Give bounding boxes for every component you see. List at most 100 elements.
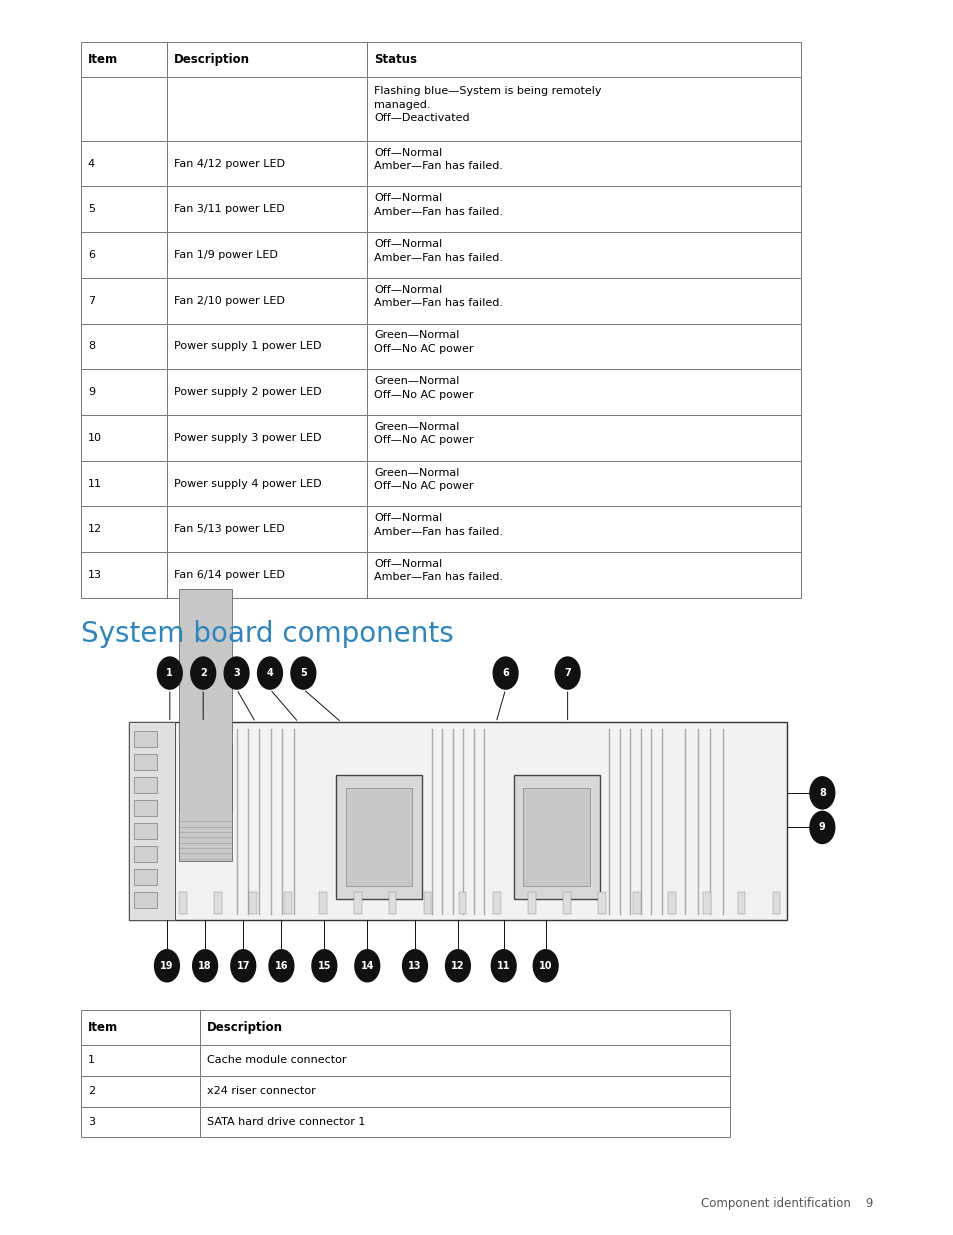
Text: 14: 14 <box>360 961 374 971</box>
Text: Item: Item <box>88 1021 118 1034</box>
Text: Off—Normal
Amber—Fan has failed.: Off—Normal Amber—Fan has failed. <box>374 194 502 217</box>
Circle shape <box>257 657 282 689</box>
Text: 11: 11 <box>88 478 102 489</box>
Bar <box>81 1010 200 1045</box>
Circle shape <box>809 777 834 809</box>
Bar <box>133 777 157 793</box>
Bar <box>167 461 367 506</box>
Text: 7: 7 <box>563 668 571 678</box>
Bar <box>528 892 536 914</box>
Bar <box>167 42 367 77</box>
Text: 10: 10 <box>538 961 552 971</box>
Bar <box>354 892 361 914</box>
Circle shape <box>555 657 579 689</box>
Bar <box>81 42 167 77</box>
Bar <box>367 278 801 324</box>
Bar <box>737 892 744 914</box>
Text: Power supply 3 power LED: Power supply 3 power LED <box>173 432 321 443</box>
Bar <box>367 369 801 415</box>
Bar <box>81 278 167 324</box>
Bar <box>200 1010 729 1045</box>
Bar <box>772 892 780 914</box>
Bar <box>167 369 367 415</box>
Bar <box>367 141 801 186</box>
Text: 5: 5 <box>299 668 307 678</box>
Text: 11: 11 <box>497 961 510 971</box>
Text: Power supply 4 power LED: Power supply 4 power LED <box>173 478 321 489</box>
Bar <box>129 722 174 920</box>
Bar <box>423 892 431 914</box>
Text: 6: 6 <box>88 249 94 261</box>
Bar <box>458 892 466 914</box>
Bar <box>562 892 570 914</box>
Text: 2: 2 <box>199 668 207 678</box>
Text: 5: 5 <box>88 204 94 215</box>
Bar <box>133 755 157 771</box>
Bar <box>522 788 589 887</box>
Circle shape <box>355 950 379 982</box>
Text: Fan 1/9 power LED: Fan 1/9 power LED <box>173 249 277 261</box>
Text: 8: 8 <box>88 341 94 352</box>
Bar <box>81 369 167 415</box>
Bar <box>367 186 801 232</box>
Circle shape <box>231 950 255 982</box>
Circle shape <box>312 950 336 982</box>
Bar <box>367 77 801 141</box>
Text: Status: Status <box>374 53 416 65</box>
Bar <box>335 776 421 899</box>
Text: 18: 18 <box>198 961 212 971</box>
Bar <box>513 776 598 899</box>
Bar <box>81 461 167 506</box>
Text: 1: 1 <box>88 1055 94 1066</box>
Bar <box>214 892 222 914</box>
Text: Power supply 2 power LED: Power supply 2 power LED <box>173 387 321 398</box>
Bar <box>702 892 710 914</box>
Bar <box>133 823 157 839</box>
Text: x24 riser connector: x24 riser connector <box>207 1086 315 1097</box>
Text: Fan 4/12 power LED: Fan 4/12 power LED <box>173 158 284 169</box>
Bar <box>167 324 367 369</box>
Circle shape <box>224 657 249 689</box>
Circle shape <box>193 950 217 982</box>
Text: Green—Normal
Off—No AC power: Green—Normal Off—No AC power <box>374 377 473 400</box>
Text: 3: 3 <box>233 668 240 678</box>
Bar <box>133 892 157 908</box>
Bar <box>367 42 801 77</box>
Text: SATA hard drive connector 1: SATA hard drive connector 1 <box>207 1116 365 1128</box>
Text: 17: 17 <box>236 961 250 971</box>
Bar <box>81 232 167 278</box>
Text: Description: Description <box>173 53 250 65</box>
Bar <box>284 892 292 914</box>
Bar <box>249 892 256 914</box>
Text: Off—Normal
Amber—Fan has failed.: Off—Normal Amber—Fan has failed. <box>374 514 502 537</box>
Bar <box>167 186 367 232</box>
Text: Description: Description <box>207 1021 283 1034</box>
Bar <box>167 506 367 552</box>
Bar <box>598 892 605 914</box>
Circle shape <box>154 950 179 982</box>
Text: Power supply 1 power LED: Power supply 1 power LED <box>173 341 321 352</box>
Bar <box>81 77 167 141</box>
Bar <box>81 1076 200 1107</box>
Bar <box>367 415 801 461</box>
Circle shape <box>157 657 182 689</box>
Text: 4: 4 <box>266 668 274 678</box>
Bar <box>129 722 786 920</box>
Circle shape <box>269 950 294 982</box>
Text: Off—Normal
Amber—Fan has failed.: Off—Normal Amber—Fan has failed. <box>374 148 502 172</box>
Bar <box>81 141 167 186</box>
Bar <box>367 324 801 369</box>
Bar <box>81 415 167 461</box>
Text: 6: 6 <box>501 668 509 678</box>
Text: Fan 3/11 power LED: Fan 3/11 power LED <box>173 204 284 215</box>
Text: 3: 3 <box>88 1116 94 1128</box>
Text: 2: 2 <box>88 1086 94 1097</box>
Bar <box>200 1107 729 1137</box>
Bar <box>81 552 167 598</box>
Text: Component identification    9: Component identification 9 <box>700 1197 872 1210</box>
Circle shape <box>291 657 315 689</box>
Text: 12: 12 <box>451 961 464 971</box>
Circle shape <box>491 950 516 982</box>
Bar <box>81 506 167 552</box>
Bar <box>345 788 412 887</box>
